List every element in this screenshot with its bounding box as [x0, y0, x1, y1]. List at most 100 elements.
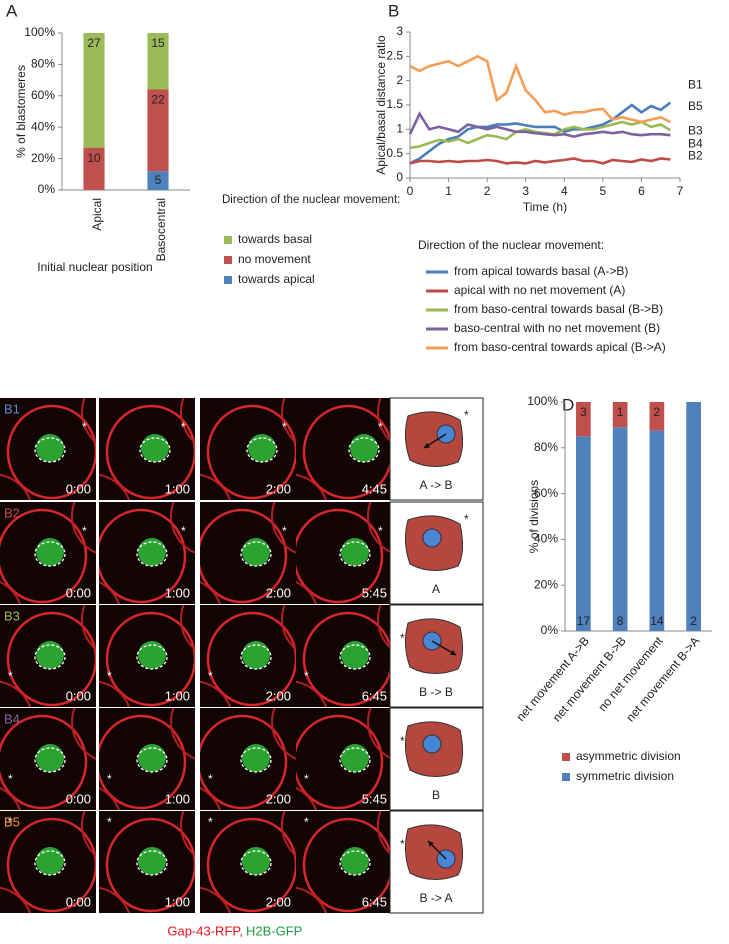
micrograph	[99, 502, 195, 604]
nucleus-outline	[34, 850, 66, 876]
time-label: 0:00	[66, 791, 91, 806]
asterisk: *	[208, 815, 213, 829]
y-axis-title: % of blastomeres	[14, 65, 28, 158]
membrane	[206, 404, 296, 500]
nucleus	[138, 744, 166, 772]
time-label: 1:00	[165, 481, 190, 496]
data-label: 8	[617, 614, 624, 628]
x-tick-label: Apical	[90, 198, 104, 231]
asterisk: *	[107, 669, 112, 683]
nucleus-outline	[139, 437, 171, 463]
micrograph	[0, 605, 96, 707]
membrane	[206, 611, 296, 707]
nucleus-icon	[422, 528, 442, 548]
membrane	[0, 508, 88, 604]
micrograph	[99, 811, 195, 913]
nucleus-outline	[34, 747, 66, 773]
bar-segment	[612, 427, 628, 631]
nucleus	[242, 744, 270, 772]
legend-title: Direction of the nuclear movement:	[418, 238, 604, 252]
legend-label: towards basal	[238, 232, 312, 246]
asterisk: *	[464, 408, 469, 422]
x-tick-label: Basocentral	[154, 198, 168, 261]
cell-shape	[404, 824, 464, 880]
y-tick-label: 40%	[31, 119, 55, 133]
asterisk: *	[107, 815, 112, 829]
legend-swatch	[562, 773, 570, 781]
membrane	[302, 817, 392, 913]
membrane	[180, 811, 195, 857]
asterisk: *	[378, 420, 383, 434]
membrane	[0, 714, 88, 810]
nucleus-outline	[240, 747, 272, 773]
cell-shape	[404, 411, 464, 467]
legend-label: no movement	[238, 252, 311, 266]
time-label: 0:00	[66, 481, 91, 496]
nucleus	[341, 641, 369, 669]
time-label: 2:00	[266, 481, 291, 496]
diagram-label: B	[432, 788, 440, 802]
nucleus	[36, 847, 64, 875]
membrane	[170, 708, 195, 760]
membrane	[367, 502, 392, 554]
nucleus-outline	[136, 644, 168, 670]
nucleus	[138, 538, 166, 566]
legend-swatch	[224, 236, 232, 244]
nucleus-outline	[136, 850, 168, 876]
membrane	[296, 714, 384, 810]
nucleus	[242, 538, 270, 566]
nucleus-icon	[422, 734, 442, 754]
data-label: 22	[151, 93, 165, 107]
membrane	[271, 708, 296, 760]
membrane	[180, 398, 195, 444]
nucleus-outline	[34, 644, 66, 670]
data-label: 1	[617, 405, 624, 419]
diagram-label: B -> A	[419, 891, 452, 905]
row-label: B1	[4, 401, 20, 416]
asterisk: *	[464, 512, 469, 526]
membrane	[200, 508, 288, 604]
micrograph	[0, 398, 96, 500]
legend-label: baso-central with no net movement (B)	[454, 321, 660, 335]
membrane	[296, 508, 384, 604]
membrane	[81, 811, 96, 857]
series-end-label: B2	[688, 149, 703, 163]
time-label: 6:45	[362, 894, 387, 909]
micrograph	[296, 708, 392, 810]
series-end-label: B4	[688, 136, 703, 150]
membrane	[302, 404, 392, 500]
micrograph	[296, 398, 392, 500]
micrograph	[0, 708, 96, 810]
nucleus	[36, 744, 64, 772]
nucleus-outline	[34, 437, 66, 463]
nucleus	[242, 847, 270, 875]
bar-segment	[576, 436, 591, 631]
x-tick-label: no net movement	[595, 633, 666, 714]
y-tick-label: 2.5	[386, 49, 403, 63]
nucleus-outline	[339, 644, 371, 670]
y-axis-title: Apical/basal distance ratio	[374, 35, 388, 175]
y-tick-label: 20%	[534, 577, 558, 591]
asterisk: *	[378, 524, 383, 538]
y-tick-label: 40%	[534, 532, 558, 546]
time-label: 2:00	[266, 688, 291, 703]
micrograph	[99, 708, 195, 810]
asterisk: *	[282, 524, 287, 538]
asterisk: *	[181, 420, 186, 434]
membrane	[377, 811, 392, 857]
membrane	[6, 817, 96, 913]
caption: Gap-43-RFP,	[167, 923, 243, 938]
nucleus	[341, 538, 369, 566]
y-tick-label: 60%	[534, 486, 558, 500]
micrograph	[200, 708, 296, 810]
series-end-label: B3	[688, 123, 703, 137]
asterisk: *	[8, 772, 13, 786]
bar-segment	[83, 33, 105, 148]
nucleus-outline	[136, 541, 168, 567]
data-label: 17	[577, 614, 591, 628]
micrograph	[0, 502, 96, 604]
y-tick-label: 0%	[541, 623, 559, 637]
bar-segment	[147, 33, 169, 90]
membrane	[281, 811, 296, 857]
